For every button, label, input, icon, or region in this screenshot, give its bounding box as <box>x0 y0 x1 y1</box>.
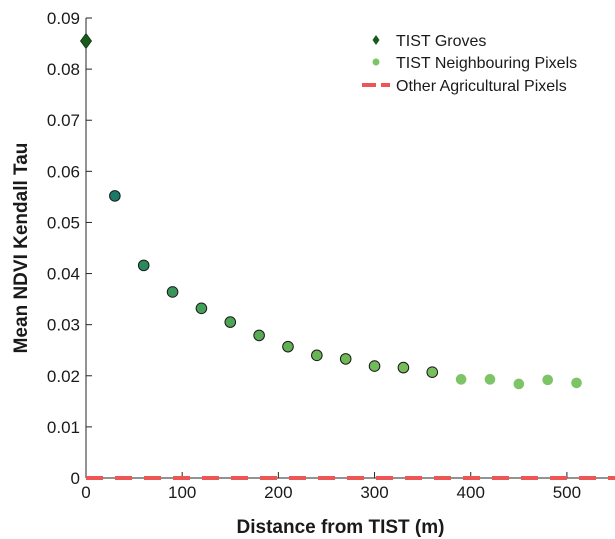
point-neighbouring <box>455 374 467 385</box>
legend: TIST Groves TIST Neighbouring Pixels Other… <box>362 33 577 95</box>
point-neighbouring <box>311 349 323 362</box>
x-tick-label: 400 <box>457 483 485 502</box>
point-neighbouring <box>426 366 439 379</box>
point-neighbouring <box>397 361 410 374</box>
point-neighbouring <box>253 329 265 342</box>
x-tick-label: 100 <box>168 483 196 502</box>
x-tick-label: 300 <box>360 483 388 502</box>
point-neighbouring <box>484 374 496 385</box>
point-neighbouring <box>195 302 208 315</box>
legend-label: Other Agricultural Pixels <box>396 78 567 95</box>
point-tist-groves <box>80 32 92 50</box>
legend-label: TIST Neighbouring Pixels <box>396 55 577 72</box>
x-tick-label: 200 <box>264 483 292 502</box>
point-neighbouring <box>109 190 121 202</box>
y-tick-label: 0 <box>71 469 80 488</box>
x-tick-label: 0 <box>81 483 90 502</box>
y-tick-label: 0.02 <box>47 367 80 386</box>
y-tick-label: 0.06 <box>47 162 80 181</box>
y-tick-label: 0.07 <box>47 111 80 130</box>
x-tick-label: 500 <box>553 483 581 502</box>
point-neighbouring <box>282 340 294 353</box>
point-neighbouring <box>513 378 525 390</box>
point-neighbouring <box>166 286 179 298</box>
axes: 0 0.01 0.02 0.03 0.04 0.05 0.06 0.07 0.08 0.09 0 10… <box>47 9 615 502</box>
plot-marks <box>80 32 615 480</box>
legend-marker-tist-groves <box>372 35 380 45</box>
y-tick-label: 0.09 <box>47 9 80 28</box>
y-axis-label: Mean NDVI Kendall Tau <box>11 143 32 354</box>
y-tick-label: 0.04 <box>47 265 80 284</box>
point-neighbouring <box>571 377 582 389</box>
point-neighbouring <box>339 353 352 365</box>
legend-marker-neighbouring <box>372 58 380 66</box>
point-neighbouring <box>137 259 150 272</box>
legend-label: TIST Groves <box>396 33 486 50</box>
y-tick-label: 0.08 <box>47 60 80 79</box>
x-axis-label: Distance from TIST (m) <box>237 517 445 538</box>
y-tick-label: 0.01 <box>47 418 80 437</box>
point-neighbouring <box>368 360 381 372</box>
y-tick-label: 0.05 <box>47 213 80 232</box>
point-neighbouring <box>542 374 553 386</box>
point-neighbouring <box>224 316 237 328</box>
y-tick-label: 0.03 <box>47 316 80 335</box>
